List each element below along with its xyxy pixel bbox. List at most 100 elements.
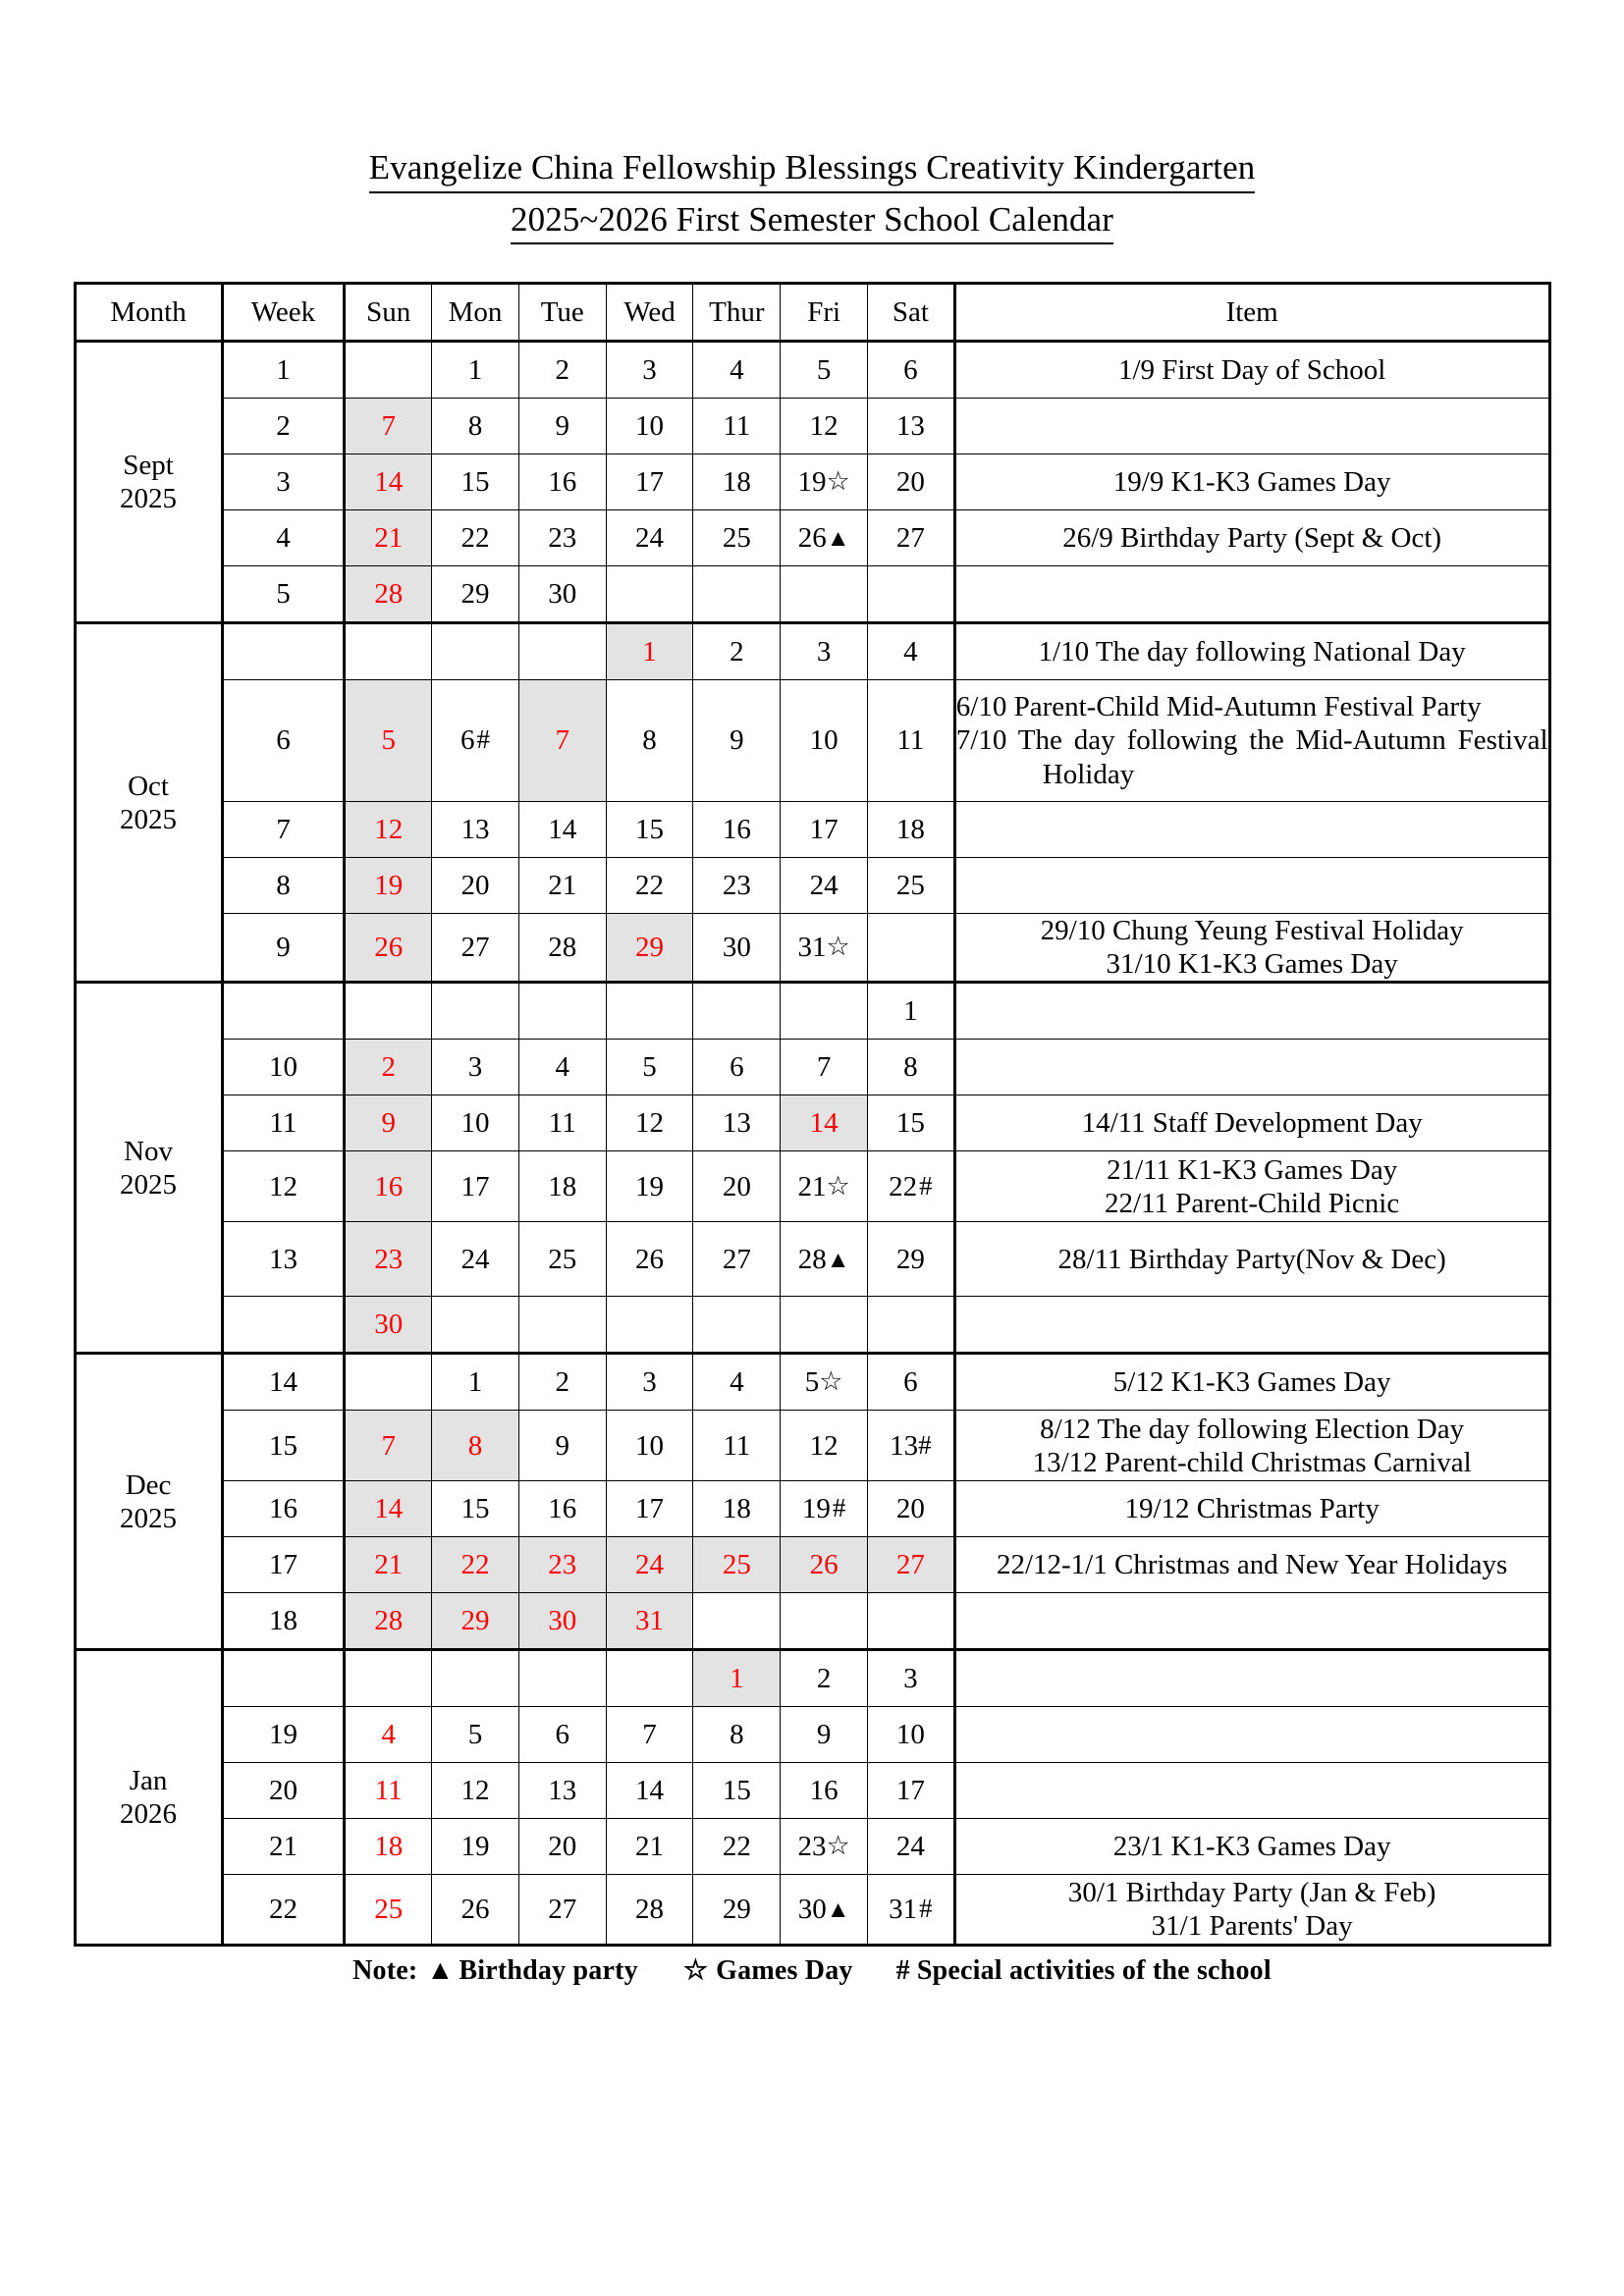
day-cell-sat: 25 — [867, 857, 956, 914]
day-cell-tue: 4 — [517, 1039, 607, 1096]
day-cell-thur — [692, 981, 782, 1041]
day-cell-sun: 19 — [344, 857, 433, 914]
day-number: 21 — [374, 1549, 404, 1581]
day-cell-wed: 17 — [605, 454, 694, 510]
day-cell-sat — [867, 1592, 956, 1651]
day-number: 23 — [548, 1549, 577, 1581]
day-number: 27 — [895, 1549, 925, 1581]
day-cell-sun: 4 — [344, 1706, 433, 1764]
item-text: 7/10 The day following the Mid-Autumn Fe… — [955, 724, 1548, 790]
day-cell-sat: 24 — [867, 1818, 956, 1876]
day-cell-tue: 9 — [517, 1410, 607, 1482]
item-text: 5/12 K1-K3 Games Day — [1112, 1366, 1391, 1399]
day-cell-mon: 29 — [431, 1592, 519, 1651]
day-number: 3 — [642, 353, 657, 386]
day-cell-sat: 27 — [867, 509, 956, 566]
day-number: 31 — [797, 932, 827, 964]
month-name: Nov — [124, 1135, 174, 1167]
day-cell-fri: 30▲ — [780, 1874, 868, 1947]
day-number: 1 — [467, 353, 483, 386]
item-cell: 1/9 First Day of School — [953, 340, 1550, 399]
day-number: 7 — [381, 409, 396, 442]
day-cell-sun — [344, 1352, 433, 1412]
note-birthday-label: Birthday party — [459, 1955, 638, 1987]
day-cell-fri: 31☆ — [780, 912, 868, 984]
day-number: 25 — [895, 869, 925, 901]
day-cell-wed: 28 — [605, 1874, 694, 1947]
day-cell-fri: 12 — [780, 398, 868, 454]
item-cell: 5/12 K1-K3 Games Day — [953, 1352, 1550, 1412]
day-number: 11 — [723, 1429, 751, 1462]
day-number: 30 — [722, 932, 751, 964]
day-number: 9 — [730, 724, 744, 757]
item-cell — [953, 801, 1550, 858]
day-number: 29 — [635, 932, 665, 964]
item-cell — [953, 1592, 1550, 1651]
day-cell-sat: 11 — [867, 679, 956, 802]
item-text: 1/9 First Day of School — [1118, 353, 1386, 386]
week-number: 7 — [221, 801, 347, 858]
day-cell-wed: 10 — [605, 1410, 694, 1482]
week-number: 13 — [221, 1221, 347, 1298]
day-number: 20 — [895, 1493, 925, 1525]
day-cell-fri: 5☆ — [780, 1352, 868, 1412]
day-cell-sun: 9 — [344, 1095, 433, 1152]
day-cell-sat: 1 — [867, 981, 956, 1041]
day-number: 24 — [895, 1831, 925, 1863]
day-cell-wed: 24 — [605, 509, 694, 566]
special-activity-hash-icon: # — [476, 724, 490, 755]
note-special-label: Special activities of the school — [916, 1955, 1272, 1987]
item-cell — [953, 981, 1550, 1041]
item-text: 31/1 Parents' Day — [1151, 1910, 1353, 1943]
week-number: 4 — [221, 509, 347, 566]
week-number: 17 — [221, 1536, 347, 1594]
birthday-party-triangle-icon: ▲ — [826, 525, 850, 552]
day-number: 30 — [548, 1605, 577, 1637]
birthday-triangle-icon: ▲ — [426, 1955, 455, 1987]
games-star-icon: ☆ — [682, 1955, 709, 1987]
day-number: 15 — [635, 813, 665, 845]
day-cell-sun — [344, 621, 433, 680]
day-cell-mon: 22 — [431, 1536, 519, 1594]
day-number: 30 — [374, 1308, 404, 1341]
week-number — [221, 1648, 347, 1708]
day-cell-wed: 29 — [605, 912, 694, 984]
day-number: 16 — [809, 1775, 839, 1807]
day-cell-thur: 15 — [692, 1762, 782, 1820]
day-number: 12 — [809, 409, 839, 442]
week-number: 10 — [221, 1039, 347, 1096]
item-cell: 1/10 The day following National Day — [953, 621, 1550, 680]
special-activity-hash-icon: # — [919, 1894, 933, 1924]
month-label-nov: Nov 2025 — [74, 981, 224, 1355]
day-number: 17 — [809, 813, 839, 845]
day-cell-sun: 26 — [344, 912, 433, 984]
day-cell-sun: 5 — [344, 679, 433, 802]
day-number: 9 — [381, 1107, 396, 1140]
day-cell-sun: 2 — [344, 1039, 433, 1096]
day-cell-wed: 15 — [605, 801, 694, 858]
day-cell-tue: 21 — [517, 857, 607, 914]
day-number: 1 — [730, 1663, 744, 1695]
day-cell-mon: 19 — [431, 1818, 519, 1876]
day-number: 14 — [548, 813, 577, 845]
day-cell-sat: 8 — [867, 1039, 956, 1096]
day-cell-mon: 24 — [431, 1221, 519, 1298]
day-cell-thur: 4 — [692, 340, 782, 399]
day-number: 12 — [460, 1775, 490, 1807]
day-number: 21 — [548, 869, 577, 901]
day-cell-sun — [344, 340, 433, 399]
day-cell-wed: 19 — [605, 1150, 694, 1223]
day-number: 25 — [722, 521, 751, 554]
day-number: 13 — [895, 409, 925, 442]
calendar-week-row: 11 9 10 11 12 13 14 15 14/11 Staff Development D… — [75, 1095, 1550, 1152]
day-cell-sun: 25 — [344, 1874, 433, 1947]
month-year: 2025 — [120, 1502, 178, 1534]
day-cell-mon: 10 — [431, 1095, 519, 1152]
day-cell-thur: 27 — [692, 1221, 782, 1298]
special-activity-hash-icon: # — [918, 1429, 932, 1460]
day-number: 22 — [460, 521, 490, 554]
day-cell-sat: 15 — [867, 1095, 956, 1152]
day-cell-sat: 27 — [867, 1536, 956, 1594]
legend-note: Note: ▲ Birthday party ☆ Games Day # Special a… — [74, 1953, 1551, 1987]
day-number: 13 — [460, 813, 490, 845]
